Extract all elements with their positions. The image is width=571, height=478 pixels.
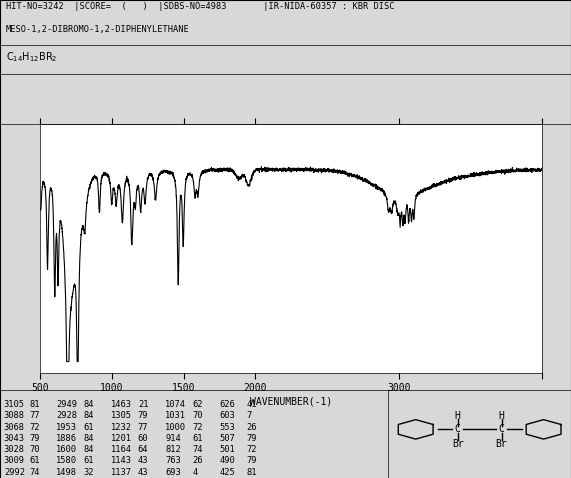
X-axis label: WAVENUMBER(-1): WAVENUMBER(-1) (250, 396, 332, 406)
Text: 43: 43 (138, 456, 148, 466)
Text: 3028: 3028 (4, 445, 25, 454)
Text: 1137: 1137 (111, 467, 132, 477)
Text: C: C (455, 424, 461, 435)
Text: 1463: 1463 (111, 400, 132, 409)
Text: 84: 84 (83, 400, 94, 409)
Text: 2992: 2992 (4, 467, 25, 477)
Text: 1074: 1074 (165, 400, 186, 409)
Text: 1000: 1000 (165, 423, 186, 432)
Text: 72: 72 (192, 423, 203, 432)
Text: $\rm C_{14}H_{12}BR_2$: $\rm C_{14}H_{12}BR_2$ (6, 50, 57, 64)
Text: 1201: 1201 (111, 434, 132, 443)
Text: 507: 507 (219, 434, 235, 443)
Text: 553: 553 (219, 423, 235, 432)
Text: 3105: 3105 (4, 400, 25, 409)
Text: 763: 763 (165, 456, 181, 466)
Text: 77: 77 (29, 412, 39, 421)
Text: 1580: 1580 (57, 456, 77, 466)
Text: MESO-1,2-DIBROMO-1,2-DIPHENYLETHANE: MESO-1,2-DIBROMO-1,2-DIPHENYLETHANE (6, 25, 190, 34)
Text: 3043: 3043 (4, 434, 25, 443)
Text: C: C (498, 424, 505, 435)
Text: 32: 32 (83, 467, 94, 477)
Text: 79: 79 (138, 412, 148, 421)
Text: 60: 60 (138, 434, 148, 443)
Text: HIT-NO=3242  |SCORE=  (   )  |SDBS-NO=4983       |IR-NIDA-60357 : KBR DISC: HIT-NO=3242 |SCORE= ( ) |SDBS-NO=4983 |I… (6, 2, 394, 11)
Text: 72: 72 (247, 445, 257, 454)
Text: Br: Br (496, 439, 508, 449)
Text: 3009: 3009 (4, 456, 25, 466)
Text: 26: 26 (247, 423, 257, 432)
Text: 1600: 1600 (57, 445, 77, 454)
Text: 74: 74 (29, 467, 39, 477)
Text: Br: Br (452, 439, 464, 449)
Text: 79: 79 (247, 456, 257, 466)
Text: 2928: 2928 (57, 412, 77, 421)
Text: 1164: 1164 (111, 445, 132, 454)
Text: 64: 64 (138, 445, 148, 454)
Text: 1232: 1232 (111, 423, 132, 432)
Text: 693: 693 (165, 467, 181, 477)
Text: 501: 501 (219, 445, 235, 454)
Text: 626: 626 (219, 400, 235, 409)
Text: 62: 62 (192, 400, 203, 409)
Text: 41: 41 (247, 400, 257, 409)
Text: 61: 61 (83, 456, 94, 466)
Text: 74: 74 (192, 445, 203, 454)
Text: 4: 4 (192, 467, 198, 477)
Text: 1143: 1143 (111, 456, 132, 466)
Text: 43: 43 (138, 467, 148, 477)
Text: 81: 81 (29, 400, 39, 409)
Text: 21: 21 (138, 400, 148, 409)
Text: 2949: 2949 (57, 400, 77, 409)
Text: 84: 84 (83, 445, 94, 454)
Text: H: H (498, 411, 505, 421)
Text: 603: 603 (219, 412, 235, 421)
Text: 81: 81 (247, 467, 257, 477)
Text: 79: 79 (29, 434, 39, 443)
Text: 79: 79 (247, 434, 257, 443)
Text: 61: 61 (29, 456, 39, 466)
Text: H: H (455, 411, 461, 421)
Text: 1031: 1031 (165, 412, 186, 421)
Text: 61: 61 (192, 434, 203, 443)
Text: 84: 84 (83, 412, 94, 421)
Text: 77: 77 (138, 423, 148, 432)
Text: 70: 70 (29, 445, 39, 454)
Text: 914: 914 (165, 434, 181, 443)
Text: 70: 70 (192, 412, 203, 421)
Text: 7: 7 (247, 412, 252, 421)
Text: 84: 84 (83, 434, 94, 443)
Text: 425: 425 (219, 467, 235, 477)
Text: 61: 61 (83, 423, 94, 432)
Text: 490: 490 (219, 456, 235, 466)
Text: 72: 72 (29, 423, 39, 432)
Text: 1953: 1953 (57, 423, 77, 432)
Text: 3068: 3068 (4, 423, 25, 432)
Text: 1305: 1305 (111, 412, 132, 421)
Text: 812: 812 (165, 445, 181, 454)
Text: 3088: 3088 (4, 412, 25, 421)
Text: 1498: 1498 (57, 467, 77, 477)
Text: 26: 26 (192, 456, 203, 466)
Text: 1886: 1886 (57, 434, 77, 443)
